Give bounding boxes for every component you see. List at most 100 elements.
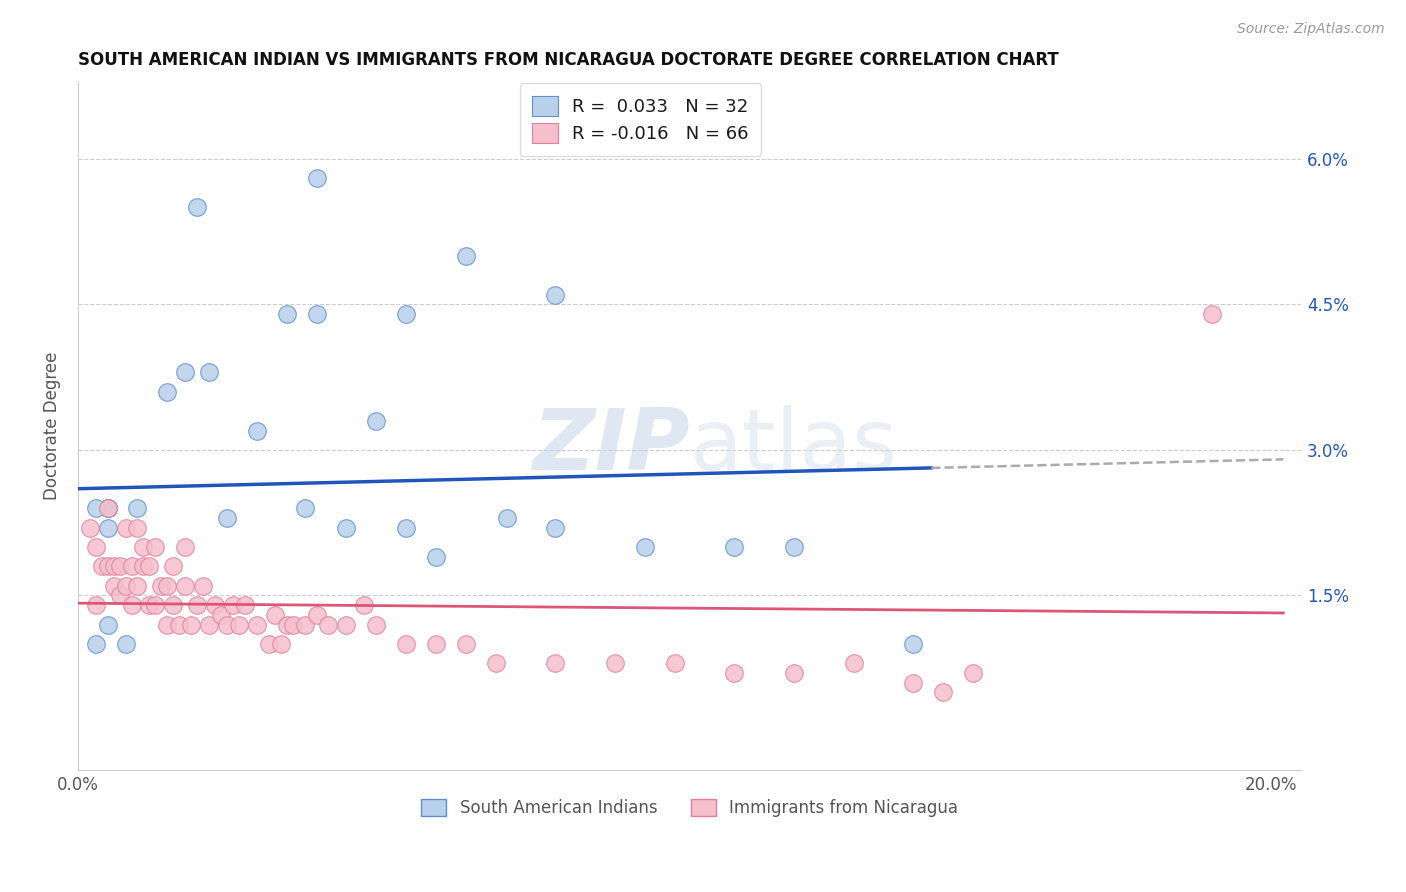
Point — [97, 501, 120, 516]
Point — [276, 307, 298, 321]
Point — [84, 540, 107, 554]
Point — [191, 579, 214, 593]
Point — [294, 501, 316, 516]
Point — [132, 559, 155, 574]
Point — [156, 617, 179, 632]
Point — [150, 579, 173, 593]
Text: ZIP: ZIP — [531, 405, 689, 488]
Point — [903, 637, 925, 651]
Point — [97, 501, 120, 516]
Text: atlas: atlas — [689, 405, 897, 488]
Point — [842, 657, 865, 671]
Point — [174, 540, 197, 554]
Point — [174, 579, 197, 593]
Point — [204, 598, 226, 612]
Point — [97, 501, 120, 516]
Point — [366, 414, 388, 428]
Point — [132, 540, 155, 554]
Legend: South American Indians, Immigrants from Nicaragua: South American Indians, Immigrants from … — [415, 792, 965, 823]
Point — [366, 617, 388, 632]
Point — [544, 287, 567, 301]
Point — [127, 520, 149, 534]
Point — [544, 657, 567, 671]
Point — [127, 501, 149, 516]
Point — [138, 598, 160, 612]
Point — [215, 511, 238, 525]
Point — [544, 520, 567, 534]
Point — [97, 501, 120, 516]
Point — [186, 201, 208, 215]
Point — [108, 559, 131, 574]
Point — [97, 617, 120, 632]
Point — [114, 579, 136, 593]
Point — [335, 617, 357, 632]
Point — [97, 559, 120, 574]
Point — [281, 617, 304, 632]
Point — [156, 579, 179, 593]
Point — [783, 540, 806, 554]
Point — [962, 665, 984, 680]
Point — [246, 424, 269, 438]
Point — [723, 665, 745, 680]
Point — [932, 685, 955, 699]
Point — [84, 637, 107, 651]
Point — [318, 617, 340, 632]
Point — [162, 559, 184, 574]
Point — [114, 520, 136, 534]
Point — [335, 520, 357, 534]
Point — [425, 637, 447, 651]
Point — [305, 171, 328, 186]
Point — [496, 511, 519, 525]
Point — [114, 637, 136, 651]
Point — [294, 617, 316, 632]
Point — [395, 637, 418, 651]
Point — [138, 559, 160, 574]
Point — [425, 549, 447, 564]
Point — [263, 607, 285, 622]
Point — [84, 598, 107, 612]
Point — [484, 657, 506, 671]
Point — [84, 501, 107, 516]
Point — [121, 598, 143, 612]
Point — [127, 579, 149, 593]
Point — [454, 249, 477, 263]
Point — [395, 520, 418, 534]
Point — [305, 307, 328, 321]
Point — [215, 617, 238, 632]
Point — [186, 598, 208, 612]
Point — [228, 617, 250, 632]
Point — [156, 384, 179, 399]
Point — [783, 665, 806, 680]
Point — [103, 559, 125, 574]
Point — [198, 617, 221, 632]
Point — [723, 540, 745, 554]
Point — [222, 598, 245, 612]
Point — [233, 598, 256, 612]
Point — [198, 365, 221, 379]
Point — [664, 657, 686, 671]
Point — [79, 520, 101, 534]
Point — [145, 540, 167, 554]
Point — [145, 598, 167, 612]
Point — [353, 598, 375, 612]
Point — [603, 657, 626, 671]
Point — [162, 598, 184, 612]
Point — [121, 559, 143, 574]
Point — [276, 617, 298, 632]
Point — [270, 637, 292, 651]
Text: Source: ZipAtlas.com: Source: ZipAtlas.com — [1237, 22, 1385, 37]
Point — [180, 617, 202, 632]
Point — [903, 675, 925, 690]
Point — [90, 559, 112, 574]
Text: SOUTH AMERICAN INDIAN VS IMMIGRANTS FROM NICARAGUA DOCTORATE DEGREE CORRELATION : SOUTH AMERICAN INDIAN VS IMMIGRANTS FROM… — [77, 51, 1059, 69]
Point — [634, 540, 657, 554]
Point — [209, 607, 232, 622]
Point — [305, 607, 328, 622]
Point — [108, 589, 131, 603]
Point — [174, 365, 197, 379]
Point — [103, 579, 125, 593]
Y-axis label: Doctorate Degree: Doctorate Degree — [44, 351, 60, 500]
Point — [167, 617, 190, 632]
Point — [257, 637, 280, 651]
Point — [1201, 307, 1223, 321]
